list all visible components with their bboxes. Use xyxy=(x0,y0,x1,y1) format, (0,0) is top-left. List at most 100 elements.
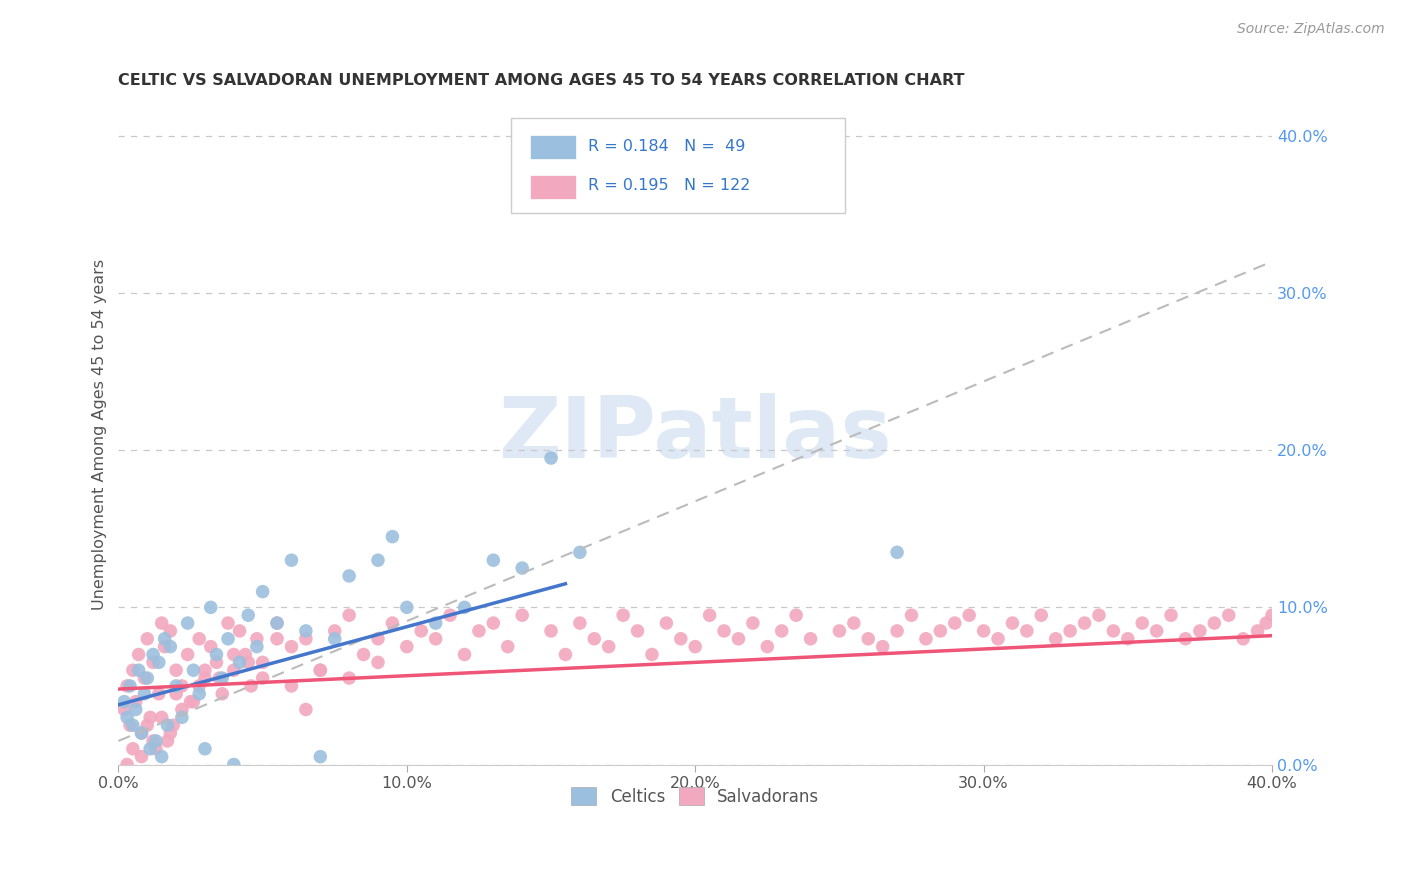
Point xyxy=(612,608,634,623)
Point xyxy=(208,671,231,685)
Point xyxy=(170,710,193,724)
Point xyxy=(238,656,260,670)
Point xyxy=(309,749,332,764)
Point xyxy=(139,710,162,724)
Point xyxy=(211,687,233,701)
Point xyxy=(134,671,156,685)
Point xyxy=(929,624,952,638)
Point xyxy=(770,624,793,638)
Point xyxy=(655,616,678,631)
Point xyxy=(1204,616,1226,631)
Point xyxy=(156,734,179,748)
Point xyxy=(121,741,143,756)
Point xyxy=(641,648,664,662)
Point xyxy=(280,679,302,693)
Point xyxy=(785,608,807,623)
Point xyxy=(1232,632,1254,646)
Point xyxy=(510,561,533,575)
Point xyxy=(233,648,256,662)
Point xyxy=(176,648,198,662)
Point xyxy=(337,569,360,583)
Point xyxy=(240,679,263,693)
Point xyxy=(150,616,173,631)
Point xyxy=(222,757,245,772)
Point xyxy=(1174,632,1197,646)
Point xyxy=(510,608,533,623)
Point xyxy=(554,648,576,662)
Point xyxy=(165,687,187,701)
Text: CELTIC VS SALVADORAN UNEMPLOYMENT AMONG AGES 45 TO 54 YEARS CORRELATION CHART: CELTIC VS SALVADORAN UNEMPLOYMENT AMONG … xyxy=(118,73,965,88)
Point xyxy=(626,624,648,638)
Point xyxy=(741,616,763,631)
Point xyxy=(411,624,433,638)
Point xyxy=(266,632,288,646)
Point xyxy=(121,718,143,732)
Point xyxy=(886,545,908,559)
Point xyxy=(1256,616,1278,631)
Point xyxy=(194,671,217,685)
Point xyxy=(323,624,346,638)
Point xyxy=(252,584,274,599)
FancyBboxPatch shape xyxy=(510,118,845,213)
Point xyxy=(295,632,318,646)
Point xyxy=(353,648,375,662)
Point xyxy=(425,632,447,646)
Point xyxy=(112,702,135,716)
Point xyxy=(367,632,389,646)
Point xyxy=(295,702,318,716)
Point xyxy=(142,734,165,748)
Point xyxy=(188,632,211,646)
Point xyxy=(238,608,260,623)
Point xyxy=(699,608,721,623)
Point xyxy=(540,624,562,638)
Point xyxy=(246,640,269,654)
Point xyxy=(957,608,980,623)
Point xyxy=(194,741,217,756)
Point xyxy=(337,671,360,685)
Point xyxy=(145,741,167,756)
Point xyxy=(159,726,181,740)
Point xyxy=(915,632,938,646)
Point xyxy=(395,600,418,615)
Point xyxy=(222,663,245,677)
Point xyxy=(159,640,181,654)
Point xyxy=(1073,616,1095,631)
Point xyxy=(309,663,332,677)
Point xyxy=(583,632,606,646)
Point xyxy=(1045,632,1067,646)
Point xyxy=(194,663,217,677)
Point xyxy=(228,624,250,638)
Point xyxy=(943,616,966,631)
Point xyxy=(136,632,159,646)
Point xyxy=(482,553,505,567)
Point xyxy=(183,695,205,709)
Point xyxy=(134,687,156,701)
Point xyxy=(228,656,250,670)
Point xyxy=(568,545,591,559)
Point xyxy=(131,726,153,740)
Point xyxy=(246,632,269,646)
Point xyxy=(1059,624,1081,638)
Point xyxy=(756,640,779,654)
Point xyxy=(211,671,233,685)
Point xyxy=(188,687,211,701)
Point xyxy=(115,710,138,724)
Point xyxy=(145,734,167,748)
Point xyxy=(150,749,173,764)
Point xyxy=(180,695,202,709)
Point xyxy=(136,671,159,685)
Point xyxy=(453,648,475,662)
Point xyxy=(800,632,823,646)
Point xyxy=(150,710,173,724)
Point xyxy=(367,656,389,670)
Point xyxy=(112,695,135,709)
Point xyxy=(295,624,318,638)
Point xyxy=(183,663,205,677)
Point xyxy=(540,451,562,466)
Point xyxy=(280,553,302,567)
Point xyxy=(1031,608,1053,623)
Point xyxy=(148,687,170,701)
Point xyxy=(337,608,360,623)
Point xyxy=(1116,632,1139,646)
Point xyxy=(217,632,239,646)
